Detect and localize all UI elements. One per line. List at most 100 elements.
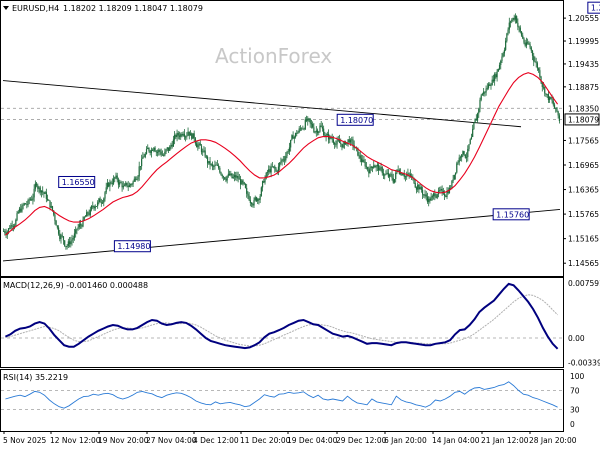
candle-body: [46, 198, 49, 201]
candle-body: [65, 245, 67, 247]
candle-body: [39, 187, 41, 193]
candle-body: [271, 166, 273, 168]
candle-body: [451, 180, 453, 188]
candle-body: [197, 144, 199, 148]
candle-body: [321, 126, 324, 129]
candle-body: [87, 212, 89, 214]
candle-body: [440, 189, 442, 191]
candle-body: [43, 192, 45, 194]
candle-body: [386, 172, 388, 174]
rsi-line: [5, 381, 558, 409]
candle-body: [182, 133, 184, 136]
candle-body: [357, 147, 359, 156]
candle-body: [459, 157, 462, 159]
candle-body: [424, 194, 426, 196]
candle-body: [380, 167, 382, 169]
candle-body: [542, 86, 545, 88]
price-tick-label: 1.15165: [568, 235, 599, 244]
candle-body: [104, 192, 106, 199]
candle-body: [516, 16, 518, 23]
candle-body: [145, 149, 148, 154]
candle-body: [50, 206, 52, 208]
candle-body: [110, 182, 112, 184]
candle-body: [555, 107, 557, 109]
candle-body: [303, 128, 305, 130]
candle-body: [16, 213, 18, 220]
candle-body: [28, 199, 30, 201]
candle-body: [419, 187, 421, 190]
candle-body: [315, 130, 317, 132]
candle-body: [483, 91, 485, 95]
candle-body: [541, 82, 543, 87]
candle-body: [139, 166, 142, 167]
candle-body: [49, 200, 51, 208]
candle-body: [539, 70, 541, 77]
candle-body: [546, 94, 548, 95]
candle-body: [428, 198, 430, 202]
candle-body: [446, 191, 448, 197]
candle-body: [97, 202, 99, 207]
candle-body: [37, 185, 39, 189]
time-tick-label: 12 Nov 12:00: [50, 436, 101, 445]
candle-body: [122, 185, 124, 188]
candle-body: [305, 119, 308, 121]
candle-body: [130, 184, 132, 186]
sma-line: [5, 72, 559, 236]
candle-body: [132, 181, 134, 185]
pivot-label-box: [587, 1, 600, 14]
candle-body: [390, 174, 392, 176]
candle-body: [78, 224, 80, 228]
candle-body: [518, 26, 520, 28]
candle-body: [404, 176, 407, 178]
candle-body: [469, 139, 471, 145]
candle-body: [326, 133, 328, 136]
candle-body: [511, 20, 513, 22]
candle-body: [292, 135, 294, 139]
candle-body: [540, 76, 542, 83]
time-tick-label: 6 Jan 20:00: [384, 436, 427, 445]
candle-body: [200, 145, 203, 153]
rsi-label: RSI(14) 35.2219: [3, 373, 68, 382]
candle-body: [417, 184, 419, 190]
candle-body: [474, 118, 476, 124]
candle-body: [148, 147, 150, 152]
candle-body: [27, 200, 29, 206]
candle-body: [169, 146, 171, 151]
candle-body: [203, 150, 205, 152]
candle-body: [304, 119, 306, 130]
candle-body: [214, 164, 216, 167]
candle-body: [44, 192, 46, 194]
candle-body: [170, 144, 172, 147]
candle-body: [70, 241, 72, 245]
candle-body: [171, 144, 173, 147]
candle-body: [445, 196, 447, 197]
candle-body: [83, 216, 85, 220]
watermark: ActionForex: [215, 44, 332, 68]
candle-body: [111, 182, 113, 184]
candle-body: [476, 113, 479, 121]
candle-body: [279, 162, 281, 167]
candle-body: [520, 31, 523, 36]
candle-body: [341, 143, 343, 148]
candle-body: [447, 191, 449, 194]
candle-body: [409, 173, 411, 177]
candle-body: [329, 136, 331, 140]
current-price-box: [564, 113, 600, 126]
candle-body: [228, 173, 231, 176]
candle-body: [280, 161, 282, 163]
trendline: [2, 208, 561, 262]
candle-body: [216, 164, 218, 166]
candle-body: [176, 132, 178, 137]
candle-body: [3, 231, 5, 232]
candle-body: [272, 166, 275, 168]
candle-body: [268, 169, 270, 172]
candle-body: [73, 233, 76, 239]
rsi-panel: 100 70 30 0 RSI(14) 35.2219: [0, 369, 585, 432]
candle-body: [117, 179, 120, 185]
candle-body: [492, 79, 495, 82]
candle-body: [550, 97, 552, 99]
candle-body: [119, 182, 121, 185]
candle-body: [225, 179, 227, 181]
candle-body: [60, 235, 62, 240]
